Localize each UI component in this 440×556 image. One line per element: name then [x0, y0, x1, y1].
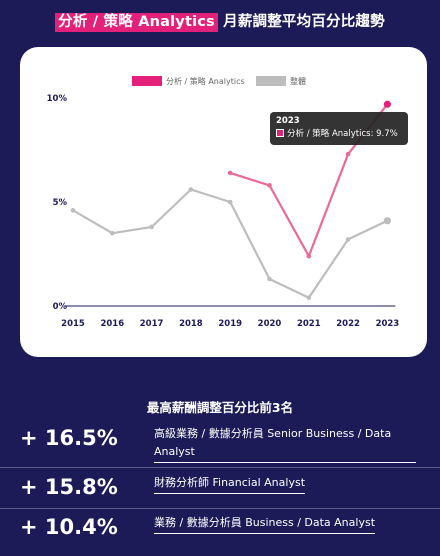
- series-point-analytics: [227, 170, 233, 176]
- tooltip-text: 分析 / 策略 Analytics: 9.7%: [287, 129, 398, 139]
- chart-card: 0% 5% 10% 2015 2016 2017 2018 2019 2020 2021 2022 2…: [20, 47, 427, 357]
- series-line-market: [72, 188, 388, 299]
- series-point-market: [188, 187, 194, 192]
- y-tick-label: 10%: [47, 94, 68, 104]
- series-point-market: [70, 208, 76, 213]
- ranking-value-2: + 15.8%: [20, 475, 118, 499]
- series-point-market: [110, 230, 115, 236]
- series-point-market: [267, 276, 272, 282]
- ranking-label-1-line1: 高級業務 / 數據分析員 Senior Business / Data: [154, 427, 392, 440]
- series-point-market: [345, 237, 351, 242]
- legend-swatch-market: [256, 76, 286, 86]
- legend-swatch-analytics: [132, 76, 162, 86]
- y-tick-label: 0%: [53, 302, 68, 312]
- chart-title-highlight: 分析 / 策略 Analytics: [55, 13, 218, 32]
- series-point-analytics: [383, 100, 391, 108]
- series-point-market: [149, 224, 154, 230]
- ranking-divider-1: [0, 467, 440, 468]
- ranking-label-1-line2: Analyst: [154, 445, 195, 458]
- x-tick-label: 2020: [258, 319, 282, 329]
- ranking-value-1: + 16.5%: [20, 426, 118, 450]
- ranking-value-3: + 10.4%: [20, 515, 118, 539]
- series-point-market: [383, 217, 391, 225]
- series-point-market: [227, 199, 233, 205]
- chart-title-rest: 月薪調整平均百分比趨勢: [223, 14, 385, 30]
- x-tick-label: 2023: [376, 319, 400, 329]
- tooltip-swatch: [276, 129, 284, 137]
- series-point-analytics: [306, 253, 312, 259]
- series-point-analytics: [345, 151, 351, 157]
- x-tick-label: 2015: [61, 319, 85, 329]
- chart-tooltip: 2023 分析 / 策略 Analytics: 9.7%: [270, 112, 408, 145]
- legend-label-analytics: 分析 / 策略 Analytics: [166, 76, 245, 86]
- tooltip-year: 2023: [276, 116, 300, 126]
- ranking-label-1: 高級業務 / 數據分析員 Senior Business / Data Anal…: [154, 425, 416, 463]
- series-point-analytics: [267, 183, 272, 188]
- chart-title: 分析 / 策略 Analytics 月薪調整平均百分比趨勢: [0, 10, 440, 32]
- legend-label-market: 整體: [290, 76, 306, 86]
- x-tick-label: 2019: [218, 319, 242, 329]
- x-tick-label: 2021: [297, 319, 321, 329]
- y-tick-label: 5%: [53, 198, 68, 208]
- x-tick-label: 2018: [179, 319, 203, 329]
- ranking-label-3: 業務 / 數據分析員 Business / Data Analyst: [154, 514, 376, 534]
- line-chart: 0% 5% 10% 2015 2016 2017 2018 2019 2020 2021 2022 2…: [47, 76, 400, 329]
- ranking-label-2: 財務分析師 Financial Analyst: [154, 474, 306, 494]
- x-tick-label: 2017: [140, 319, 164, 329]
- ranking-divider-2: [0, 508, 440, 509]
- x-tick-label: 2016: [100, 319, 124, 329]
- series-point-market: [306, 295, 312, 300]
- ranking-title: 最高薪酬調整百分比前3名: [146, 400, 294, 415]
- x-tick-label: 2022: [336, 319, 360, 329]
